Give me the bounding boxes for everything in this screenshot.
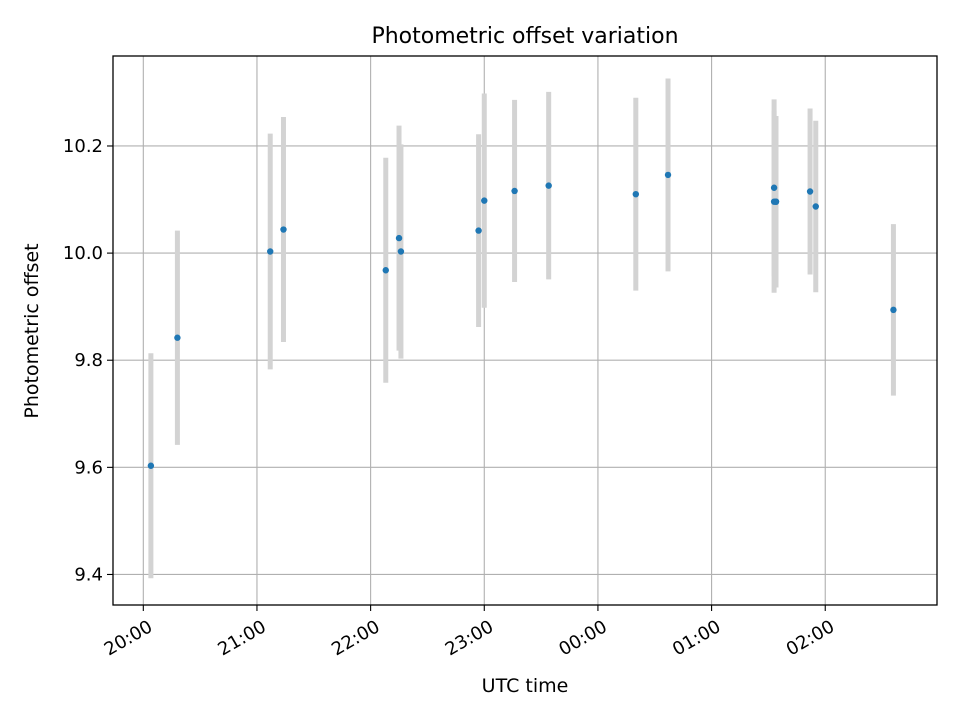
y-tick-label: 9.4 bbox=[74, 564, 103, 585]
data-point bbox=[280, 226, 287, 233]
data-point bbox=[382, 267, 389, 274]
y-tick-label: 10.0 bbox=[63, 243, 103, 264]
data-point bbox=[632, 190, 640, 198]
data-point bbox=[806, 188, 814, 195]
data-point bbox=[397, 248, 405, 255]
data-points bbox=[147, 171, 897, 469]
data-point bbox=[395, 234, 403, 242]
data-point bbox=[890, 306, 897, 314]
data-point bbox=[475, 227, 482, 234]
grid bbox=[113, 56, 937, 605]
data-point bbox=[772, 198, 780, 205]
data-point bbox=[812, 203, 819, 210]
y-axis-ticks: 9.4 9.6 9.8 10.0 10.2 bbox=[63, 136, 113, 585]
y-tick-label: 9.8 bbox=[74, 350, 103, 371]
data-point bbox=[511, 187, 518, 195]
chart-title: Photometric offset variation bbox=[371, 24, 678, 49]
data-point bbox=[664, 171, 672, 179]
data-point bbox=[481, 197, 488, 204]
plot-area-frame bbox=[112, 55, 938, 606]
y-axis-label: Photometric offset bbox=[21, 243, 43, 418]
y-tick-label: 9.6 bbox=[74, 457, 103, 478]
y-tick-label: 10.2 bbox=[63, 136, 103, 157]
data-point bbox=[174, 334, 181, 341]
data-point bbox=[770, 184, 778, 191]
data-point bbox=[267, 248, 274, 255]
data-point bbox=[545, 182, 552, 189]
x-axis-label: UTC time bbox=[482, 675, 569, 697]
data-point bbox=[147, 462, 155, 469]
